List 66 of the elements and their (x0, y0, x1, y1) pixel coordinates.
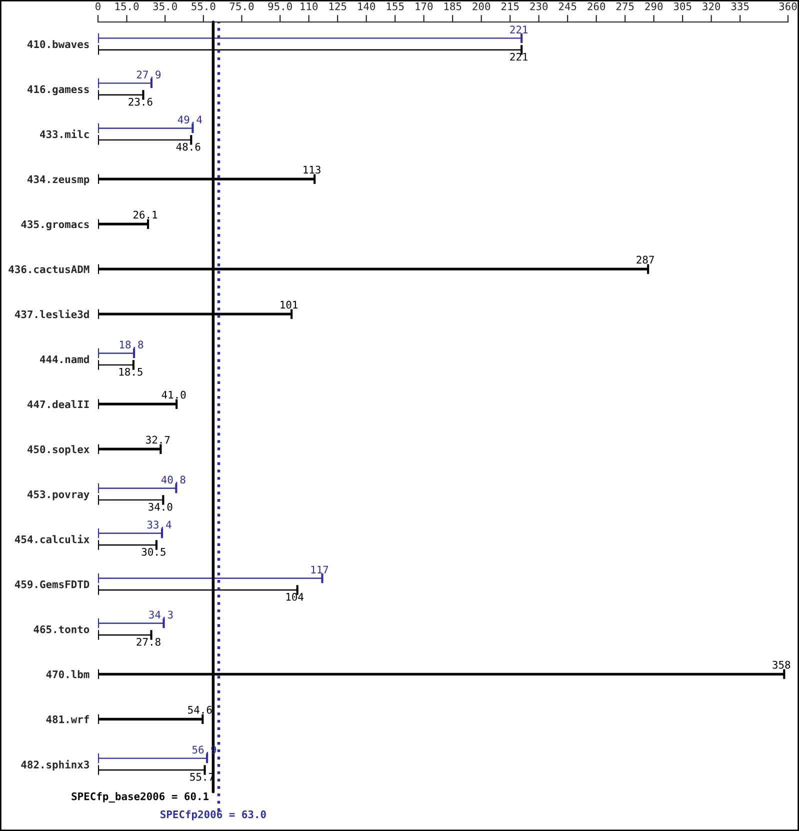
data-label: 18.8 (120, 340, 144, 349)
data-label: 34.3 (149, 610, 173, 619)
x-tick-label: 305 (674, 2, 692, 10)
data-label: 221 (510, 52, 528, 61)
data-label: 34.0 (148, 502, 172, 511)
y-tick-label: 435.gromacs (21, 220, 89, 230)
x-tick-label: 75.0 (230, 2, 254, 10)
data-label: 32.7 (146, 436, 170, 444)
x-tick-label: 335 (731, 2, 749, 10)
y-tick-label: 436.cactusADM (8, 265, 90, 274)
y-tick-label: 465.tonto (34, 625, 90, 634)
x-tick-label: 360 (779, 2, 797, 10)
data-label: 221 (510, 26, 528, 34)
y-tick-label: 459.GemsFDTD (14, 580, 90, 588)
y-tick-label: 470.lbm (46, 670, 90, 678)
y-tick-label: 454.calculix (14, 534, 90, 544)
data-label: 104 (286, 592, 304, 601)
y-tick-label: 437.leslie3d (14, 310, 89, 318)
x-tick-label: 110 (300, 2, 318, 10)
y-tick-label: 482.sphinx3 (21, 760, 89, 771)
y-tick-label: 453.povray (27, 490, 90, 500)
ref-line-label: SPECfp_base2006 = 60.1 (72, 792, 209, 803)
y-tick-label: 416.gamess (27, 85, 89, 96)
x-tick-label: 320 (702, 2, 720, 10)
data-label: 26.1 (133, 210, 158, 219)
x-tick-label: 275 (616, 2, 634, 10)
y-tick-label: 481.wrf (46, 715, 89, 724)
x-tick-label: 15.0 (115, 2, 139, 10)
y-tick-label: 410.bwaves (27, 40, 89, 48)
x-tick-label: 215 (501, 2, 519, 10)
x-tick-label: 230 (530, 2, 548, 10)
data-label: 48.6 (176, 142, 200, 151)
data-label: 54.6 (188, 706, 212, 714)
y-tick-label: 444.namd (40, 355, 89, 364)
x-tick-label: 140 (358, 2, 376, 10)
y-tick-label: 447.dealII (27, 400, 89, 408)
x-tick-label: 0 (96, 2, 100, 10)
data-label: 49.4 (178, 116, 202, 124)
data-label: 358 (772, 660, 790, 669)
data-label: 41.0 (162, 390, 186, 399)
data-label: 287 (636, 256, 654, 264)
data-label: 40.8 (161, 476, 186, 484)
data-label: 30.5 (142, 548, 166, 556)
x-tick-label: 170 (416, 2, 433, 10)
x-tick-label: 245 (558, 2, 576, 10)
x-tick-label: 185 (444, 2, 462, 10)
x-tick-label: 155 (386, 2, 404, 10)
x-tick-label: 55.0 (192, 2, 216, 10)
x-tick-label: 35.0 (153, 2, 177, 10)
data-label: 33.4 (147, 520, 172, 529)
x-tick-label: 260 (588, 2, 606, 10)
data-label: 117 (311, 566, 328, 574)
data-label: 101 (280, 300, 298, 309)
x-tick-label: 290 (645, 2, 663, 10)
data-label: 113 (304, 166, 320, 174)
x-tick-label: 200 (472, 2, 490, 10)
x-tick-label: 125 (329, 2, 346, 10)
data-label: 27.9 (136, 70, 161, 79)
y-tick-label: 434.zeusmp (27, 175, 90, 186)
data-label: 18.5 (119, 368, 142, 376)
data-label: 27.8 (136, 638, 160, 646)
ref-line-label: SPECfp2006 = 63.0 (160, 810, 266, 820)
y-tick-label: 450.soplex (27, 445, 90, 456)
x-tick-label: 95.0 (268, 2, 292, 10)
y-tick-label: 433.milc (40, 130, 89, 138)
data-label: 23.6 (128, 98, 152, 106)
